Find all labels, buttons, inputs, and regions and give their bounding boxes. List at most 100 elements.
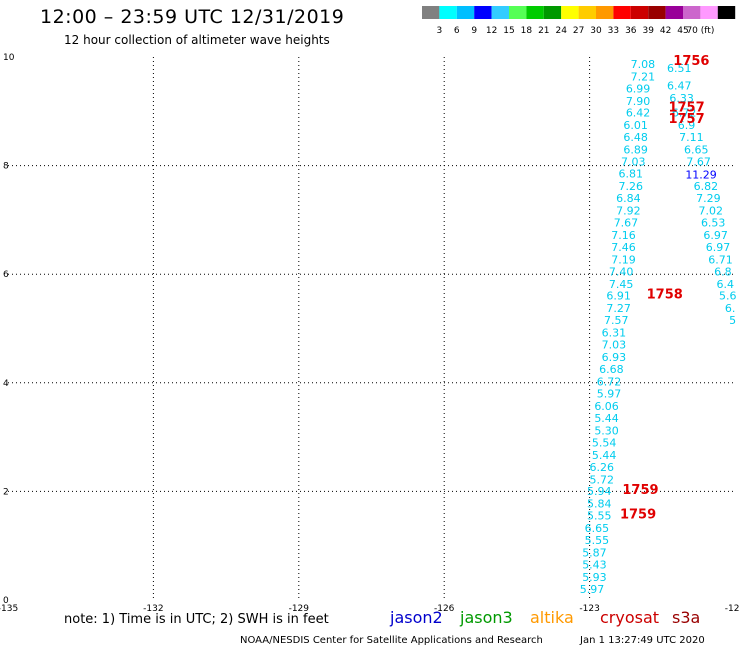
wave-height-value: 6.42 [626, 107, 651, 120]
wave-height-value: 5.87 [582, 547, 607, 560]
legend-label: 36 [625, 26, 637, 36]
wave-height-value: 7.16 [611, 229, 636, 242]
legend-swatch [717, 6, 736, 19]
wave-height-value: 7.40 [609, 265, 634, 278]
sat-label-s3a: s3a [672, 608, 701, 627]
time-label: 1756 [673, 54, 709, 69]
x-tick-label: -132 [143, 604, 163, 614]
wave-height-value: 6.99 [626, 82, 651, 95]
legend-swatch [648, 6, 666, 19]
wave-height-value: 7.46 [611, 241, 636, 254]
sat-label-jason2: jason2 [390, 608, 443, 627]
sat-label-cryosat: cryosat [600, 608, 660, 627]
legend-label: 24 [555, 26, 567, 36]
wave-height-value: 6.48 [623, 131, 648, 144]
wave-height-value: 7.21 [631, 70, 656, 83]
x-tick-label: -120 [725, 604, 740, 614]
legend-label: 6 [454, 26, 460, 36]
legend-swatch [509, 6, 527, 19]
y-tick-label: 6 [3, 270, 9, 280]
wave-height-value: 6.26 [589, 461, 614, 474]
wave-height-value: 7.29 [696, 192, 721, 205]
wave-height-value: 7.90 [626, 95, 651, 108]
wave-height-value: 5.94 [587, 485, 612, 498]
legend-label: 12 [486, 26, 497, 36]
wave-height-value: 7.92 [616, 204, 641, 217]
legend-swatch [700, 6, 718, 19]
time-label: 1759 [622, 483, 658, 498]
wave-height-value: 11.29 [685, 169, 717, 182]
legend-swatch [683, 6, 701, 19]
wave-height-value: 6.06 [594, 400, 619, 413]
wave-height-value: 6.97 [703, 229, 728, 242]
wave-height-value: 7.19 [611, 253, 636, 266]
legend-swatch [474, 6, 492, 19]
wave-height-value: 6.91 [606, 290, 631, 303]
wave-height-value: 6.53 [701, 216, 726, 229]
legend-label: 15 [503, 26, 514, 36]
legend-label: 39 [642, 26, 654, 36]
time-label: 1757 [668, 112, 704, 127]
wave-height-value: 7.67 [614, 216, 639, 229]
y-tick-label: 8 [3, 162, 9, 172]
wave-height-value: 6.33 [669, 92, 694, 105]
legend-label: 33 [608, 26, 619, 36]
wave-height-value: 7.03 [621, 156, 646, 169]
legend-label: 18 [521, 26, 533, 36]
chart-title: 12:00 – 23:59 UTC 12/31/2019 [40, 6, 345, 28]
wave-height-value: 6.72 [672, 107, 697, 120]
y-tick-label: 10 [3, 53, 15, 63]
chart-subtitle: 12 hour collection of altimeter wave hei… [64, 33, 330, 47]
time-label: 1758 [647, 288, 683, 303]
legend-label: 30 [590, 26, 602, 36]
legend-label: 21 [538, 26, 549, 36]
wave-height-value: 6.81 [619, 168, 644, 181]
wave-height-value: 6.97 [706, 241, 731, 254]
y-tick-label: 2 [3, 487, 9, 497]
wave-height-value: 5.97 [580, 583, 605, 596]
legend-swatch [596, 6, 614, 19]
wave-height-value: 5.84 [587, 498, 612, 511]
generated-timestamp: Jan 1 13:27:49 UTC 2020 [580, 635, 705, 646]
wave-height-value: 6.84 [616, 192, 641, 205]
x-tick-label: -126 [434, 604, 455, 614]
wave-height-value: 6.71 [708, 253, 733, 266]
credit-line: NOAA/NESDIS Center for Satellite Applica… [240, 635, 543, 646]
wave-height-value: 6.72 [597, 376, 622, 389]
wave-height-value: 5.93 [582, 571, 607, 584]
y-tick-label: 0 [3, 596, 9, 606]
footer-note: note: 1) Time is in UTC; 2) SWH is in fe… [64, 612, 329, 627]
wave-height-value: 6.93 [602, 351, 627, 364]
wave-height-value: 7.02 [699, 204, 724, 217]
wave-height-value: 5.44 [592, 449, 617, 462]
legend-swatch [665, 6, 683, 19]
legend-swatch [630, 6, 649, 19]
wave-height-value: 7.67 [686, 156, 711, 169]
sat-label-jason3: jason3 [460, 608, 513, 627]
wave-height-value: 6.82 [694, 180, 719, 193]
wave-height-value: 6.47 [667, 80, 692, 93]
wave-height-value: 6.4 [717, 278, 735, 291]
wave-height-value: 6.01 [623, 119, 648, 132]
legend-swatch [561, 6, 579, 19]
wave-height-value: 5.44 [594, 412, 619, 425]
x-tick-label: -123 [579, 604, 599, 614]
wave-height-value: 6.65 [585, 522, 610, 535]
legend-label: 9 [471, 26, 477, 36]
legend-swatch [491, 6, 509, 19]
wave-height-value: 6.31 [602, 327, 627, 340]
wave-height-value: 5 [729, 314, 736, 327]
wave-height-value: 7.26 [619, 180, 644, 193]
wave-height-value: 6.89 [623, 144, 648, 157]
wave-height-value: 6. [725, 302, 736, 315]
wave-height-value: 7.11 [679, 131, 704, 144]
legend-swatch [456, 6, 475, 19]
wave-height-value: 7.57 [604, 314, 629, 327]
legend-label: 27 [573, 26, 584, 36]
wave-height-value: 5.6 [719, 290, 737, 303]
wave-height-value: 5.54 [592, 436, 617, 449]
wave-height-value: 6.9 [678, 119, 696, 132]
wave-height-value: 5.97 [597, 387, 622, 400]
legend-swatch [526, 6, 544, 19]
